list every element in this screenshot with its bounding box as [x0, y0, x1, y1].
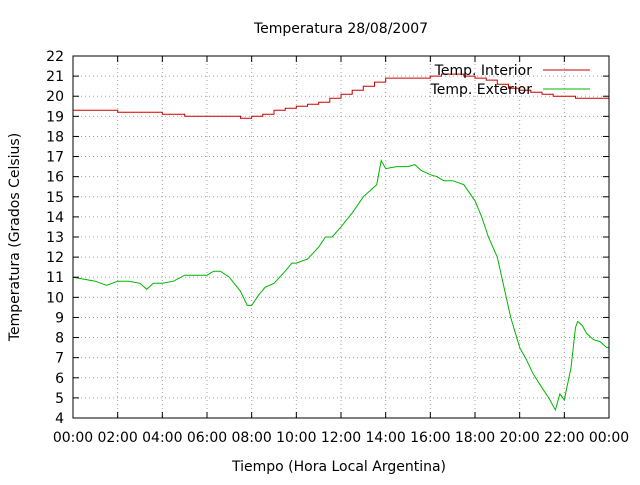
series-layer	[72, 73, 609, 412]
x-tick-label: 00:00	[53, 430, 93, 446]
x-axis-label: Tiempo (Hora Local Argentina)	[231, 459, 446, 475]
x-tick-label: 04:00	[142, 430, 182, 446]
y-tick-label: 20	[46, 89, 64, 105]
y-tick-label: 17	[46, 150, 64, 166]
y-tick-label: 9	[55, 310, 64, 326]
legend-label-interior: Temp. Interior	[434, 63, 533, 79]
y-tick-label: 14	[46, 210, 64, 226]
x-tick-label: 18:00	[455, 430, 495, 446]
y-tick-label: 12	[46, 250, 64, 266]
x-tick-label: 10:00	[276, 430, 316, 446]
y-tick-label: 22	[46, 49, 64, 65]
y-tick-label: 15	[46, 190, 64, 206]
y-tick-label: 21	[46, 69, 64, 85]
chart-title: Temperatura 28/08/2007	[253, 21, 428, 37]
x-tick-label: 22:00	[544, 430, 584, 446]
x-tick-label: 00:00	[589, 430, 629, 446]
y-tick-label: 8	[55, 331, 64, 347]
x-tick-label: 08:00	[231, 430, 271, 446]
y-tick-label: 11	[46, 270, 64, 286]
x-tick-label: 20:00	[499, 430, 539, 446]
x-tick-label: 06:00	[187, 430, 227, 446]
series-line-temp-interior	[73, 73, 609, 119]
legend-label-exterior: Temp. Exterior	[430, 82, 533, 98]
x-tick-label: 02:00	[97, 430, 137, 446]
y-tick-label: 10	[46, 290, 64, 306]
x-tick-label: 14:00	[365, 430, 405, 446]
y-tick-label: 13	[46, 230, 64, 246]
x-tick-label: 16:00	[410, 430, 450, 446]
y-tick-label: 4	[55, 411, 64, 427]
y-tick-label: 16	[46, 170, 64, 186]
y-tick-label: 6	[55, 371, 64, 387]
series-line-temp-exterior	[72, 159, 609, 412]
y-tick-label: 5	[55, 391, 64, 407]
x-tick-label: 12:00	[321, 430, 361, 446]
y-tick-label: 7	[55, 351, 64, 367]
y-tick-label: 18	[46, 129, 64, 145]
y-tick-label: 19	[46, 109, 64, 125]
legend: Temp. Interior Temp. Exterior	[430, 63, 590, 98]
x-tick-labels: 00:00 02:00 04:00 06:00 08:00 10:00 12:00 14:00…	[53, 430, 629, 446]
tick-marks	[72, 55, 610, 419]
y-axis-label: Temperatura (Grados Celsius)	[7, 133, 23, 342]
y-tick-labels: 4 5 6 7 8 9 10 11 12 13 14 15 16 17 18 19 20 21 22	[46, 49, 64, 427]
